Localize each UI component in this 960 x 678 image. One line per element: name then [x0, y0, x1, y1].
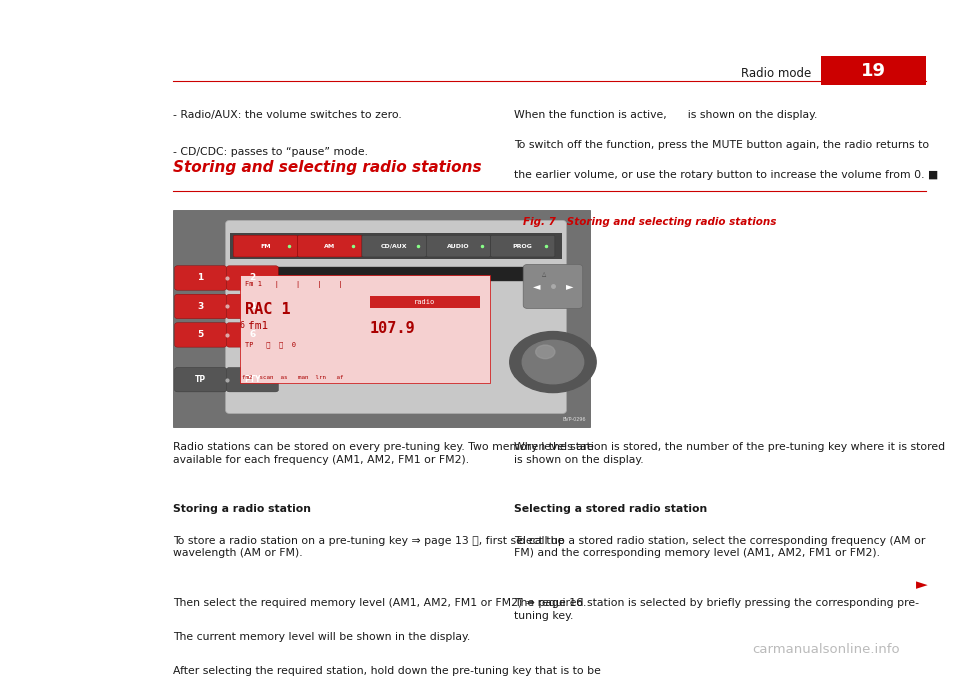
Text: the earlier volume, or use the rotary button to increase the volume from 0. ■: the earlier volume, or use the rotary bu…	[514, 170, 938, 180]
FancyBboxPatch shape	[491, 235, 555, 257]
Circle shape	[522, 340, 584, 384]
Text: fm1: fm1	[248, 321, 268, 331]
Text: PTY: PTY	[244, 375, 261, 384]
Text: Storing a radio station: Storing a radio station	[173, 504, 311, 515]
Text: Radio mode: Radio mode	[741, 66, 811, 80]
FancyBboxPatch shape	[240, 267, 552, 281]
FancyBboxPatch shape	[227, 266, 278, 290]
Text: The current memory level will be shown in the display.: The current memory level will be shown i…	[173, 632, 470, 642]
Text: 3: 3	[198, 302, 204, 311]
Text: Radio stations can be stored on every pre-tuning key. Two memory levels are
avai: Radio stations can be stored on every pr…	[173, 442, 593, 465]
FancyBboxPatch shape	[362, 235, 426, 257]
Text: ◄: ◄	[533, 281, 540, 292]
FancyBboxPatch shape	[230, 233, 562, 259]
Text: carmanualsonline.info: carmanualsonline.info	[752, 643, 900, 656]
FancyBboxPatch shape	[821, 56, 926, 85]
FancyBboxPatch shape	[227, 367, 278, 392]
FancyBboxPatch shape	[298, 235, 362, 257]
FancyBboxPatch shape	[227, 323, 278, 347]
Text: When the station is stored, the number of the pre-tuning key where it is stored
: When the station is stored, the number o…	[514, 442, 945, 465]
Text: TP: TP	[195, 375, 206, 384]
Text: To call up a stored radio station, select the corresponding frequency (AM or
FM): To call up a stored radio station, selec…	[514, 536, 925, 559]
Text: radio: radio	[414, 300, 435, 305]
Text: PROG: PROG	[513, 243, 533, 249]
Text: 6: 6	[240, 321, 245, 330]
Text: After selecting the required station, hold down the pre-tuning key that is to be: After selecting the required station, ho…	[173, 666, 601, 678]
Text: CD/AUX: CD/AUX	[381, 243, 407, 249]
Text: Fig. 7   Storing and selecting radio stations: Fig. 7 Storing and selecting radio stati…	[523, 217, 777, 227]
Text: - CD/CDC: passes to “pause” mode.: - CD/CDC: passes to “pause” mode.	[173, 147, 368, 157]
FancyBboxPatch shape	[175, 367, 227, 392]
Text: When the function is active,      is shown on the display.: When the function is active, is shown on…	[514, 110, 817, 120]
Text: RAC 1: RAC 1	[245, 302, 291, 317]
Text: 107.9: 107.9	[370, 321, 416, 336]
Text: To switch off the function, press the MUTE button again, the radio returns to: To switch off the function, press the MU…	[514, 140, 928, 150]
Text: - Radio/AUX: the volume switches to zero.: - Radio/AUX: the volume switches to zero…	[173, 110, 401, 120]
FancyBboxPatch shape	[175, 323, 227, 347]
Text: Fm 1   |    |    |    |: Fm 1 | | | |	[245, 281, 343, 288]
FancyBboxPatch shape	[534, 268, 555, 280]
Text: 6: 6	[250, 330, 255, 340]
Text: 4: 4	[250, 302, 255, 311]
Text: Storing and selecting radio stations: Storing and selecting radio stations	[173, 160, 481, 175]
Text: AM: AM	[324, 243, 335, 249]
Circle shape	[510, 332, 596, 393]
FancyBboxPatch shape	[233, 235, 298, 257]
Text: Selecting a stored radio station: Selecting a stored radio station	[514, 504, 707, 515]
Text: fm2  scan  as   man  lrn   af: fm2 scan as man lrn af	[242, 376, 344, 380]
Text: 19: 19	[861, 62, 886, 79]
Text: Then select the required memory level (AM1, AM2, FM1 or FM2) ⇒ page 16.: Then select the required memory level (A…	[173, 598, 587, 608]
Text: BVP-0296: BVP-0296	[563, 417, 586, 422]
FancyBboxPatch shape	[227, 294, 278, 319]
Text: ►: ►	[565, 281, 573, 292]
FancyBboxPatch shape	[523, 264, 583, 308]
Text: △: △	[542, 271, 546, 277]
FancyBboxPatch shape	[240, 275, 490, 383]
Text: 1: 1	[198, 273, 204, 283]
Text: FM: FM	[260, 243, 271, 249]
Text: AUDIO: AUDIO	[447, 243, 469, 249]
Text: The required station is selected by briefly pressing the corresponding pre-
tuni: The required station is selected by brie…	[514, 598, 919, 621]
Text: ►: ►	[916, 578, 927, 593]
Text: 5: 5	[198, 330, 204, 340]
FancyBboxPatch shape	[175, 294, 227, 319]
FancyBboxPatch shape	[370, 296, 480, 308]
FancyBboxPatch shape	[426, 235, 491, 257]
FancyBboxPatch shape	[175, 266, 227, 290]
Text: To store a radio station on a pre-tuning key ⇒ page 13 Ⓣ, first select the
wavel: To store a radio station on a pre-tuning…	[173, 536, 564, 559]
FancyBboxPatch shape	[173, 210, 590, 427]
Circle shape	[536, 345, 555, 359]
Text: TP   Ⓣ  Ⓣ  0: TP Ⓣ Ⓣ 0	[245, 341, 296, 348]
Text: 2: 2	[250, 273, 255, 283]
FancyBboxPatch shape	[226, 220, 566, 414]
